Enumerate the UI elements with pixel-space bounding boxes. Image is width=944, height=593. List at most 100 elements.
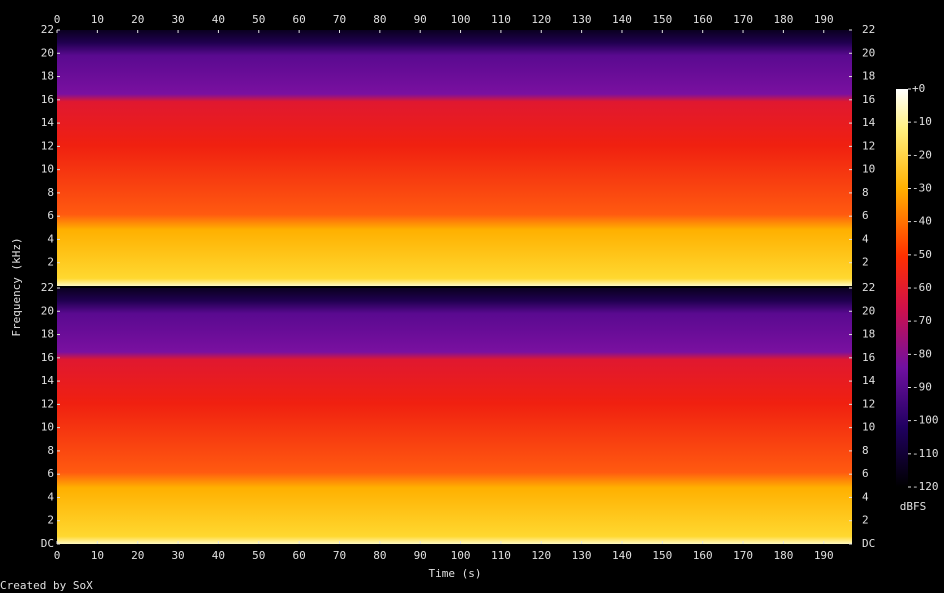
y-tick-label: DC	[862, 537, 875, 550]
y-tick-label: 16	[862, 351, 875, 364]
y-tick-label: 6	[47, 467, 54, 480]
x-tick-label: 180	[773, 549, 793, 562]
y-tick-label: 4	[47, 232, 54, 245]
colorbar	[896, 89, 908, 487]
y-tick-label: 6	[862, 467, 869, 480]
x-tick-label: 70	[333, 549, 346, 562]
y-tick-label: 14	[41, 116, 55, 129]
y-tick-label: 12	[41, 139, 54, 152]
x-tick-label: 100	[451, 549, 471, 562]
y-tick-label: 18	[41, 70, 54, 83]
y-tick-label: 10	[41, 163, 54, 176]
colorbar-label: dBFS	[900, 500, 927, 513]
colorbar-tick-label: +0	[912, 82, 925, 95]
y-tick-label: 12	[41, 397, 54, 410]
colorbar-tick-label: -100	[912, 414, 939, 427]
x-tick-label: 20	[131, 549, 144, 562]
x-tick-label: 130	[572, 549, 592, 562]
footer: Created by SoX	[0, 579, 93, 592]
x-tick-label: 120	[531, 13, 551, 26]
y-tick-label: 16	[41, 351, 54, 364]
spectrogram-channel-1	[57, 30, 852, 286]
y-tick-label: 20	[862, 304, 875, 317]
colorbar-tick-label: -20	[912, 148, 932, 161]
y-tick-label: 4	[862, 490, 869, 503]
y-tick-label: 18	[41, 328, 54, 341]
colorbar-tick-label: -120	[912, 480, 939, 493]
spectrogram-channel-2	[57, 288, 852, 544]
y-tick-label: 10	[862, 163, 875, 176]
x-tick-label: 190	[814, 549, 834, 562]
y-tick-label: 8	[862, 444, 869, 457]
x-tick-label: 50	[252, 13, 265, 26]
y-tick-label: 22	[862, 281, 875, 294]
y-tick-label: 22	[41, 23, 54, 36]
y-tick-label: 20	[862, 46, 875, 59]
x-tick-label: 30	[171, 13, 184, 26]
x-tick-label: 10	[91, 549, 104, 562]
y-tick-label: 6	[862, 209, 869, 222]
x-tick-label: 160	[693, 13, 713, 26]
y-tick-label: 12	[862, 397, 875, 410]
x-tick-label: 140	[612, 549, 632, 562]
y-tick-label: 22	[41, 281, 54, 294]
y-tick-label: 2	[47, 514, 54, 527]
y-tick-label: 8	[47, 444, 54, 457]
x-tick-label: 60	[293, 13, 306, 26]
y-tick-label: 20	[41, 304, 54, 317]
y-tick-label: 14	[862, 116, 876, 129]
x-tick-label: 70	[333, 13, 346, 26]
y-tick-label: 18	[862, 328, 875, 341]
colorbar-tick-label: -10	[912, 115, 932, 128]
x-tick-label: 80	[373, 13, 386, 26]
colorbar-tick-label: -30	[912, 182, 932, 195]
y-tick-label: 14	[862, 374, 876, 387]
y-tick-label: 2	[862, 256, 869, 269]
x-tick-label: 100	[451, 13, 471, 26]
x-tick-label: 130	[572, 13, 592, 26]
x-tick-label: 40	[212, 13, 225, 26]
y-tick-label: 2	[862, 514, 869, 527]
x-tick-label: 170	[733, 13, 753, 26]
x-tick-label: 60	[293, 549, 306, 562]
y-tick-label: 4	[47, 490, 54, 503]
x-tick-label: 90	[414, 549, 427, 562]
x-tick-label: 0	[54, 549, 61, 562]
colorbar-tick-label: -110	[912, 447, 939, 460]
x-tick-label: 180	[773, 13, 793, 26]
y-tick-label: 6	[47, 209, 54, 222]
colorbar-tick-label: -40	[912, 215, 932, 228]
y-tick-label: 10	[41, 421, 54, 434]
x-tick-label: 140	[612, 13, 632, 26]
x-tick-label: 80	[373, 549, 386, 562]
x-tick-label: 110	[491, 549, 511, 562]
x-tick-label: 190	[814, 13, 834, 26]
x-tick-label: 90	[414, 13, 427, 26]
colorbar-tick-label: -60	[912, 281, 932, 294]
x-tick-label: 30	[171, 549, 184, 562]
x-tick-label: 0	[54, 13, 61, 26]
y-tick-label: 14	[41, 374, 55, 387]
y-tick-label: 10	[862, 421, 875, 434]
x-tick-label: 160	[693, 549, 713, 562]
colorbar-tick-label: -80	[912, 347, 932, 360]
y-tick-label: DC	[41, 537, 54, 550]
colorbar-tick-label: -90	[912, 381, 932, 394]
y-axis-label: Frequency (kHz)	[10, 237, 23, 336]
x-tick-label: 20	[131, 13, 144, 26]
x-tick-label: 170	[733, 549, 753, 562]
colorbar-tick-label: -70	[912, 314, 932, 327]
y-tick-label: 2	[47, 256, 54, 269]
y-tick-label: 4	[862, 232, 869, 245]
x-tick-label: 50	[252, 549, 265, 562]
x-tick-label: 150	[652, 549, 672, 562]
x-tick-label: 110	[491, 13, 511, 26]
y-tick-label: 16	[41, 93, 54, 106]
y-tick-label: 16	[862, 93, 875, 106]
x-tick-label: 150	[652, 13, 672, 26]
x-tick-label: 120	[531, 549, 551, 562]
y-tick-label: 8	[47, 186, 54, 199]
colorbar-tick-label: -50	[912, 248, 932, 261]
y-tick-label: 12	[862, 139, 875, 152]
